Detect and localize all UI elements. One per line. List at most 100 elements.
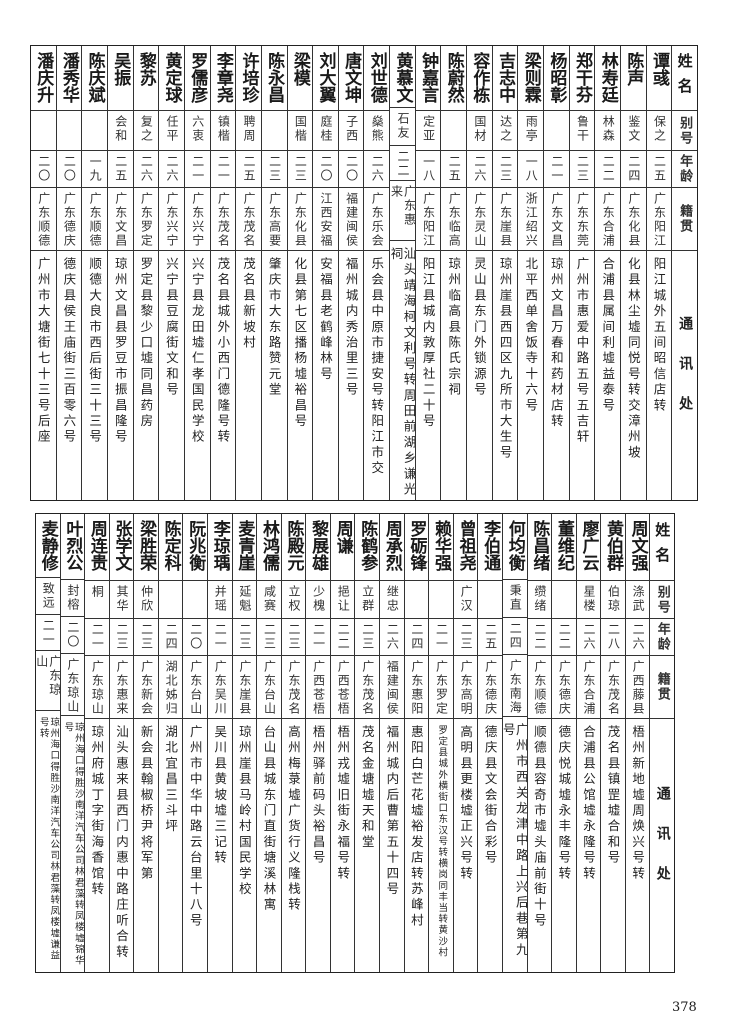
alias-cell: 子西: [338, 111, 364, 151]
alias-cell: 会和: [107, 111, 133, 151]
alias-text: 石友: [395, 111, 410, 140]
address-cell: 福州城内后曹第五十四号: [380, 719, 404, 972]
origin-text: 广东茂名: [360, 660, 375, 716]
name-cell: 陈殿元: [281, 514, 306, 581]
age-cell: 二三: [281, 619, 306, 656]
origin-cell: 广东琼山: [85, 656, 109, 719]
address-cell: 茂名县新坡村: [236, 251, 261, 500]
origin-cell: 广东临高: [441, 188, 467, 251]
origin-cell: 广东文昌: [107, 188, 133, 251]
name-cell: 钟嘉言: [415, 46, 441, 111]
address-cell: 福州城内秀治里三号: [339, 251, 364, 500]
alias-cell: 国楷: [287, 111, 313, 151]
person-record: 潘秀华 二〇 广东德庆 德庆县侯王庙街三百零六号: [55, 46, 82, 500]
origin-text: 广东阳江: [421, 192, 436, 248]
alias-text: 秉直: [508, 584, 523, 613]
age-text: 二五: [483, 623, 498, 651]
address-cell: 琼州崖县西四区九所市大生号: [493, 251, 518, 500]
alias-cell: [56, 111, 82, 151]
origin-text: 广东兴宁: [190, 192, 205, 248]
age-cell: 二五: [478, 619, 502, 656]
alias-text: 任平: [165, 115, 180, 143]
origin-cell: 广东茂名: [355, 656, 380, 719]
age-cell: 二六: [625, 619, 650, 656]
name-text: 廖广云: [578, 520, 599, 571]
name-cell: 谭彧: [646, 46, 672, 111]
address-cell: 罗定县黎少口墟同昌药房: [134, 251, 159, 500]
origin-text: 广东罗定: [139, 192, 154, 248]
age-cell: 二三: [134, 619, 158, 656]
person-record: 刘大翼 庭桂 二〇 江西安福 安福县老鹤峰林号: [312, 46, 338, 500]
person-record: 陈庆斌 一九 广东顺德 顺德大良市西后街三十三号: [81, 46, 107, 500]
address-cell: 汕头靖海柯文利号转周田前湖乡谦光祠: [390, 241, 415, 500]
address-text: 阳江城外五间昭信店转: [651, 257, 667, 414]
address-text: 吴川县黄坡墟三记转: [212, 725, 228, 867]
person-record: 赖华强 二一 广东罗定 罗定县城外横街口东汉号转横岗同丰当转黄沙村: [428, 514, 453, 972]
name-cell: 陈定科: [158, 514, 183, 581]
person-record: 陈永昌 二三 广东高要 肇庆市大东路赞元堂: [260, 46, 287, 500]
address-cell: 高明县更楼墟正兴号转: [454, 719, 478, 972]
age-cell: 二三: [232, 619, 257, 656]
name-cell: 杨昭彰: [544, 46, 569, 111]
address-cell: 新会县翰椒桥尹将军第: [134, 719, 158, 972]
address-cell: 广州市西关龙津中路上兴后巷第九号: [503, 717, 527, 972]
alias-text: 涤武: [631, 585, 646, 613]
person-record: 黄定球 任平 二六 广东兴宁 兴宁县豆腐街文和号: [158, 46, 184, 500]
age-text: 二二: [395, 150, 410, 179]
age-cell: 二〇: [56, 151, 82, 188]
origin-text: 广东吴川: [213, 660, 228, 716]
name-cell: 陈永昌: [261, 46, 287, 111]
age-text: 二一: [434, 623, 449, 651]
alias-text: 雨亭: [524, 115, 539, 143]
name-text: 陈声: [623, 52, 644, 86]
person-record: 阮兆衡 二〇 广东台山 广州市中华中路云台里十八号: [182, 514, 208, 972]
origin-text: 籍贯: [654, 672, 670, 702]
name-text: 梁则霖: [520, 52, 541, 103]
alias-cell: [441, 111, 467, 151]
age-text: 二四: [164, 623, 179, 651]
name-cell: 何均衡: [502, 514, 527, 581]
alias-cell: [261, 111, 287, 151]
origin-text: 广东德庆: [62, 192, 77, 248]
age-text: 二八: [606, 623, 621, 651]
address-text: 通讯处: [677, 315, 694, 436]
name-cell: 周承烈: [380, 514, 404, 581]
name-text: 唐文坤: [341, 52, 362, 103]
origin-text: 广东化县: [293, 192, 308, 248]
age-cell: 二三: [355, 619, 380, 656]
address-cell: 台山县城东门直街塘溪林寓: [257, 719, 281, 972]
name-cell: 黄伯群: [601, 514, 625, 581]
age-cell: 二八: [601, 619, 625, 656]
age-cell: 二一: [184, 151, 210, 188]
alias-text: 延魁: [237, 585, 252, 613]
age-cell: 二六: [364, 151, 390, 188]
origin-text: 广东化县: [626, 192, 641, 248]
address-text: 梧州戎墟旧街永福号转: [335, 725, 351, 882]
origin-text: 广西苍梧: [311, 660, 326, 716]
name-text: 陈殿元: [283, 520, 304, 571]
age-text: 二四: [626, 155, 641, 183]
name-text: 叶烈公: [62, 520, 83, 571]
name-text: 李章尧: [212, 52, 233, 103]
person-record: 何均衡 秉直 二四 广东南海 广州市西关龙津中路上兴后巷第九号: [501, 514, 527, 972]
origin-cell: 广东南海: [502, 655, 527, 718]
address-cell: 合浦县属间利墟益泰号: [595, 251, 620, 500]
origin-text: 湖北姊归: [164, 660, 179, 716]
origin-text: 广东顺德: [36, 192, 51, 248]
alias-text: 挹让: [336, 585, 351, 613]
age-cell: 二五: [646, 151, 672, 188]
address-cell: 阳江城外五间昭信店转: [647, 251, 672, 500]
person-record: 陈殿元 立权 二三 广东茂名 高州梅菉墟广货行义隆栈转: [280, 514, 306, 972]
origin-text: 广东东莞: [575, 192, 590, 248]
alias-text: 达之: [498, 115, 513, 143]
age-text: 二五: [447, 155, 462, 183]
age-cell: 二三: [492, 151, 518, 188]
address-text: 北平西单舍饭寺十六号: [523, 257, 539, 414]
name-cell: 潘秀华: [56, 46, 82, 111]
address-text: 广州市西关龙津中路上兴后巷第九号: [502, 723, 527, 959]
origin-cell: 广东高明: [453, 656, 478, 719]
address-text: 罗定县黎少口墟同昌药房: [138, 257, 154, 430]
name-cell: 张学文: [109, 514, 134, 581]
origin-cell: 广东琼山: [60, 654, 85, 716]
person-record: 黎苏 复之 二六 广东罗定 罗定县黎少口墟同昌药房: [132, 46, 159, 500]
